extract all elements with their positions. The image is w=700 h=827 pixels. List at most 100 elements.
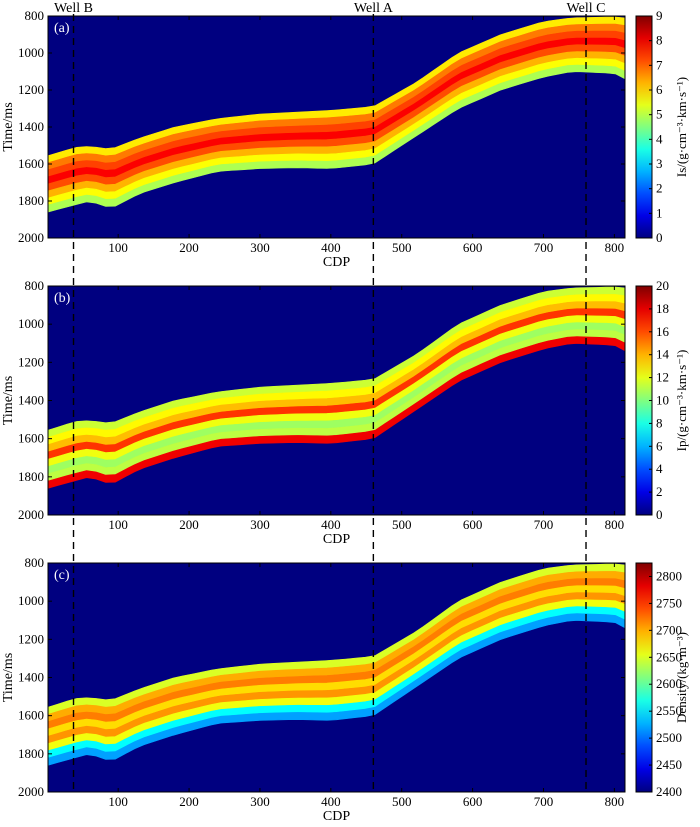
x-tick-label: 600 bbox=[463, 794, 483, 809]
y-axis-label: Time/ms bbox=[1, 102, 16, 151]
panel-2: 100 200 300 400 500 600 700 8008001000120014001… bbox=[1, 278, 689, 547]
colorbar-tick-label: 4 bbox=[656, 461, 663, 476]
colorbar-tick-label: 20 bbox=[656, 278, 669, 293]
colorbar-tick-label: 2 bbox=[656, 181, 663, 196]
geobody bbox=[47, 563, 626, 766]
colorbar-tick-label: 2750 bbox=[656, 595, 682, 610]
colorbar-tick-label: 6 bbox=[656, 438, 663, 453]
panel-label: (a) bbox=[54, 21, 70, 36]
colorbar-tick-label: 2650 bbox=[656, 649, 682, 664]
x-tick-label: 100 bbox=[108, 794, 128, 809]
y-tick-label: 2000 bbox=[18, 784, 44, 799]
colorbar-tick-label: 3 bbox=[656, 156, 663, 171]
colorbar-tick-label: 10 bbox=[656, 393, 669, 408]
well-label: Well C bbox=[567, 1, 606, 16]
y-tick-label: 2000 bbox=[18, 507, 44, 522]
colorbar-tick-label: 2 bbox=[656, 484, 663, 499]
colorbar-label: Is/(g·cm⁻³·km·s⁻¹) bbox=[674, 77, 689, 177]
x-tick-label: 800 bbox=[605, 240, 625, 255]
y-tick-label: 1200 bbox=[18, 354, 44, 369]
y-axis-label: Time/ms bbox=[1, 653, 16, 702]
colorbar-tick-label: 4 bbox=[656, 131, 663, 146]
colorbar-gradient bbox=[635, 562, 653, 793]
x-tick-label: 100 bbox=[108, 240, 128, 255]
colorbar-tick-label: 6 bbox=[656, 82, 663, 97]
well-label: Well A bbox=[354, 1, 394, 16]
x-tick-label: 400 bbox=[321, 794, 341, 809]
colorbar-tick-label: 2600 bbox=[656, 676, 682, 691]
y-tick-label: 1400 bbox=[18, 119, 44, 134]
colorbar-tick-label: 8 bbox=[656, 415, 663, 430]
y-tick-label: 1000 bbox=[18, 593, 44, 608]
panel-3: 100 200 300 400 500 600 700 800 800 1000 1200 1400 1… bbox=[1, 555, 689, 824]
colorbar-tick-label: 16 bbox=[656, 324, 670, 339]
y-tick-label: 1000 bbox=[18, 45, 44, 60]
colorbar-tick-label: 14 bbox=[656, 347, 670, 362]
x-tick-label: 600 bbox=[463, 240, 483, 255]
colorbar-tick-label: 2550 bbox=[656, 703, 682, 718]
colorbar: 0 2 4 6 8 10 12 14 16 18 20 Ip/(g·cm⁻³·km·s⁻¹) bbox=[635, 278, 689, 522]
colorbar-tick-label: 0 bbox=[656, 230, 663, 245]
colorbar-tick-label: 18 bbox=[656, 301, 669, 316]
x-tick-label: 800 bbox=[605, 794, 625, 809]
well-label: Well B bbox=[54, 1, 93, 16]
x-tick-label: 500 bbox=[392, 794, 412, 809]
y-tick-label: 800 bbox=[25, 555, 45, 570]
colorbar-tick-label: 2400 bbox=[656, 784, 682, 799]
panel-label: (c) bbox=[54, 568, 70, 583]
colorbar-tick-label: 2700 bbox=[656, 622, 682, 637]
y-tick-label: 2000 bbox=[18, 230, 44, 245]
colorbar-tick-label: 2450 bbox=[656, 757, 682, 772]
y-tick-label: 800 bbox=[25, 278, 45, 293]
y-tick-label: 1800 bbox=[18, 469, 44, 484]
y-tick-label: 1600 bbox=[18, 708, 44, 723]
colorbar-tick-label: 7 bbox=[656, 57, 663, 72]
x-axis-label: CDP bbox=[323, 255, 350, 270]
x-tick-label: 700 bbox=[534, 517, 554, 532]
x-tick-label: 700 bbox=[534, 794, 554, 809]
geobody bbox=[47, 286, 626, 489]
colorbar-tick-label: 0 bbox=[656, 507, 663, 522]
colorbar-tick-label: 2500 bbox=[656, 730, 682, 745]
y-tick-label: 1200 bbox=[18, 631, 44, 646]
x-tick-label: 100 bbox=[108, 517, 128, 532]
x-tick-label: 200 bbox=[179, 240, 199, 255]
x-tick-label: 800 bbox=[605, 517, 625, 532]
x-tick-label: 200 bbox=[179, 794, 199, 809]
colorbar-label: Density/(kg·m⁻³) bbox=[674, 632, 689, 723]
colorbar-label: Ip/(g·cm⁻³·km·s⁻¹) bbox=[674, 350, 689, 452]
x-tick-label: 500 bbox=[392, 517, 412, 532]
y-tick-label: 1400 bbox=[18, 670, 44, 685]
colorbar-tick-label: 8 bbox=[656, 33, 663, 48]
x-tick-label: 600 bbox=[463, 517, 483, 532]
x-axis-label: CDP bbox=[323, 809, 350, 824]
colorbar-tick-label: 2800 bbox=[656, 568, 682, 583]
y-tick-label: 1000 bbox=[18, 316, 44, 331]
colorbar-tick-label: 9 bbox=[656, 8, 663, 23]
panel-label: (b) bbox=[54, 291, 71, 306]
colorbar: 0 1 2 3 4 5 6 7 8 9 Is/(g·cm⁻³·km·s⁻¹) bbox=[635, 8, 689, 245]
y-tick-label: 800 bbox=[25, 8, 45, 23]
y-axis-label: Time/ms bbox=[1, 376, 16, 425]
x-tick-label: 300 bbox=[250, 517, 270, 532]
colorbar-gradient bbox=[635, 15, 653, 239]
y-tick-label: 1600 bbox=[18, 431, 44, 446]
x-tick-label: 700 bbox=[534, 240, 554, 255]
x-tick-label: 300 bbox=[250, 794, 270, 809]
y-tick-label: 1400 bbox=[18, 393, 44, 408]
x-tick-label: 400 bbox=[321, 517, 341, 532]
x-tick-label: 400 bbox=[321, 240, 341, 255]
x-tick-label: 500 bbox=[392, 240, 412, 255]
y-tick-label: 1600 bbox=[18, 156, 44, 171]
x-axis-label: CDP bbox=[323, 532, 350, 547]
y-tick-label: 1800 bbox=[18, 746, 44, 761]
y-tick-label: 1200 bbox=[18, 82, 44, 97]
colorbar-tick-label: 1 bbox=[656, 205, 663, 220]
x-tick-label: 300 bbox=[250, 240, 270, 255]
y-tick-label: 1800 bbox=[18, 193, 44, 208]
panel-1: 100 200 300 400 500 600 700 800 800 1000 1200 1400 1… bbox=[1, 8, 689, 270]
colorbar: 2400 2450 2500 2550 2600 2650 2700 2750 2800 Dens… bbox=[635, 562, 689, 799]
colorbar-tick-label: 5 bbox=[656, 107, 663, 122]
x-tick-label: 200 bbox=[179, 517, 199, 532]
